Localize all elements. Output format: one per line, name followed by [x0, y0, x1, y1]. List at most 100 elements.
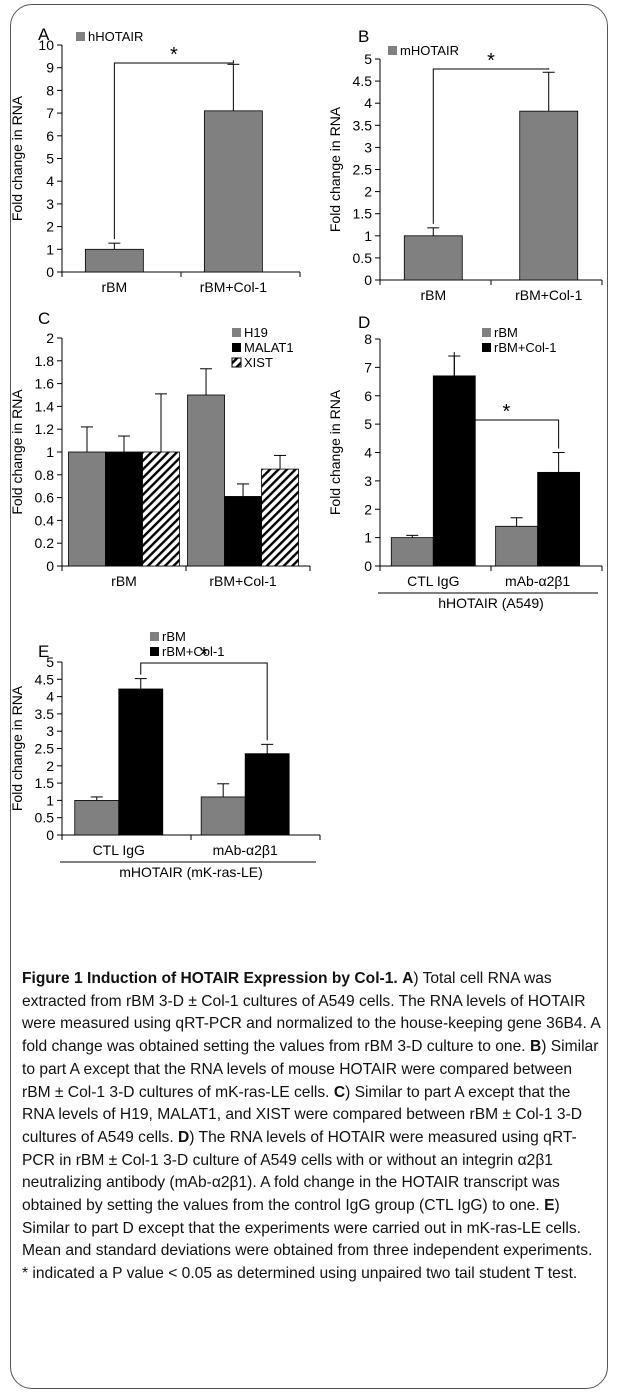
legend-label: XIST	[244, 355, 273, 370]
x-tick-label: CTL IgG	[407, 573, 459, 589]
legend-swatch	[482, 343, 491, 352]
x-tick-label: rBM+Col-1	[200, 279, 268, 295]
significance-bracket	[432, 68, 550, 224]
y-tick-label: 5	[364, 416, 372, 432]
y-tick-label: 1.6	[35, 376, 55, 392]
panel-label: B	[358, 27, 369, 46]
y-tick-label: 0	[46, 558, 54, 574]
bar	[118, 688, 164, 836]
legend-swatch	[482, 328, 491, 337]
group-label: mHOTAIR (mK-ras-LE)	[119, 864, 263, 880]
y-tick-label: 0.8	[35, 467, 55, 483]
legend-swatch	[150, 632, 159, 641]
bar	[84, 248, 144, 273]
x-tick-label: mAb-α2β1	[213, 842, 278, 858]
significance-star: *	[503, 401, 511, 423]
y-tick-label: 2	[364, 184, 372, 200]
legend-label: rBM	[162, 629, 186, 644]
y-tick-label: 10	[38, 37, 54, 53]
legend-swatch	[232, 328, 241, 337]
y-tick-label: 3.5	[35, 706, 55, 722]
y-tick-label: 3	[46, 196, 54, 212]
y-axis-label: Fold change in RNA	[327, 106, 343, 232]
significance-bracket	[453, 352, 560, 449]
chart-panel-a: A 0 1 2 3 4 5 6 7 8 9 10 Fold change in RNA rBM rBM+Co…	[9, 25, 301, 295]
legend-swatch	[388, 46, 397, 55]
figure-frame	[10, 4, 608, 1389]
significance-star: *	[170, 44, 178, 66]
legend-label: rBM+Col-1	[162, 644, 225, 659]
y-axis-label: Fold change in RNA	[9, 389, 25, 515]
x-tick-label: rBM	[102, 279, 128, 295]
legend-swatch	[232, 343, 241, 352]
y-tick-label: 0.5	[35, 810, 55, 826]
y-tick-label: 4	[46, 173, 54, 189]
y-tick-label: 1	[46, 444, 54, 460]
y-tick-label: 3	[46, 723, 54, 739]
x-tick-label: rBM	[420, 287, 446, 303]
y-tick-label: 1.5	[35, 775, 55, 791]
bar	[244, 753, 290, 836]
panel-label: C	[38, 309, 50, 328]
x-tick-label: rBM+Col-1	[209, 573, 277, 589]
y-tick-label: 1	[46, 792, 54, 808]
y-tick-label: 8	[364, 331, 372, 347]
caption-part-label: C	[333, 1083, 346, 1101]
legend-label: hHOTAIR	[88, 29, 143, 44]
y-tick-label: 0.5	[353, 250, 373, 266]
chart-panel-d: D 0 1 2 3 4 5 6 7 8 Fold change in RNA CTL IgG mAb-α…	[327, 313, 603, 611]
x-tick-label: rBM+Col-1	[515, 287, 583, 303]
legend-swatch	[76, 32, 85, 41]
chart-panel-c: C 0 0.2 0.4 0.6 0.8 1 1.2 1.4 1.6 1.8 2 Fold change …	[9, 309, 311, 589]
legend-label: rBM	[494, 325, 518, 340]
caption-part-label: E	[544, 1197, 555, 1215]
bar	[187, 394, 225, 567]
y-tick-label: 2.5	[353, 162, 373, 178]
bar	[403, 235, 463, 281]
panel-label: D	[358, 313, 370, 332]
bar	[519, 110, 579, 281]
significance-star: *	[200, 644, 208, 666]
y-tick-label: 1.2	[35, 421, 55, 437]
caption-part-text: ) Similar to part A except that the RNA …	[22, 1038, 599, 1101]
y-tick-label: 0.6	[35, 490, 55, 506]
y-tick-label: 3	[364, 139, 372, 155]
y-tick-label: 0.4	[35, 512, 55, 528]
x-tick-label: CTL IgG	[93, 842, 145, 858]
y-tick-label: 2.5	[35, 741, 55, 757]
y-tick-label: 2	[46, 219, 54, 235]
caption-part-label: B	[529, 1038, 542, 1056]
x-tick-label: rBM	[111, 573, 137, 589]
bar	[68, 451, 106, 567]
y-tick-label: 2	[46, 330, 54, 346]
y-tick-label: 4.5	[353, 73, 373, 89]
bar	[224, 496, 262, 567]
caption-part-text: ) Total cell RNA was extracted from rBM …	[22, 970, 600, 1056]
bar	[495, 525, 539, 567]
bar	[203, 110, 263, 273]
bar	[537, 471, 581, 567]
legend-label: H19	[244, 325, 268, 340]
legend-label: MALAT1	[244, 340, 294, 355]
panel-label: E	[38, 642, 49, 661]
legend-swatch	[231, 357, 242, 368]
y-tick-label: 1	[46, 241, 54, 257]
y-tick-label: 0	[364, 558, 372, 574]
y-tick-label: 2	[364, 501, 372, 517]
bar	[390, 537, 434, 567]
caption-part-text: ) Similar to part D except that the expe…	[22, 1197, 593, 1283]
y-tick-label: 1	[364, 530, 372, 546]
legend-label: rBM+Col-1	[494, 340, 557, 355]
bar	[74, 799, 120, 836]
y-tick-label: 0	[46, 827, 54, 843]
y-tick-label: 6	[46, 128, 54, 144]
y-tick-label: 0.2	[35, 535, 55, 551]
bar	[105, 451, 143, 567]
panel-label: A	[38, 25, 50, 44]
chart-panel-e: E 00.5 11.522.5 33.54 4.55 Fold change in RNA…	[9, 629, 321, 880]
y-tick-label: 7	[46, 105, 54, 121]
y-tick-label: 5	[46, 151, 54, 167]
caption-part-text: ) The RNA levels of HOTAIR were measured…	[22, 1128, 577, 1215]
y-tick-label: 4	[364, 95, 372, 111]
y-axis-label: Fold change in RNA	[327, 389, 343, 515]
